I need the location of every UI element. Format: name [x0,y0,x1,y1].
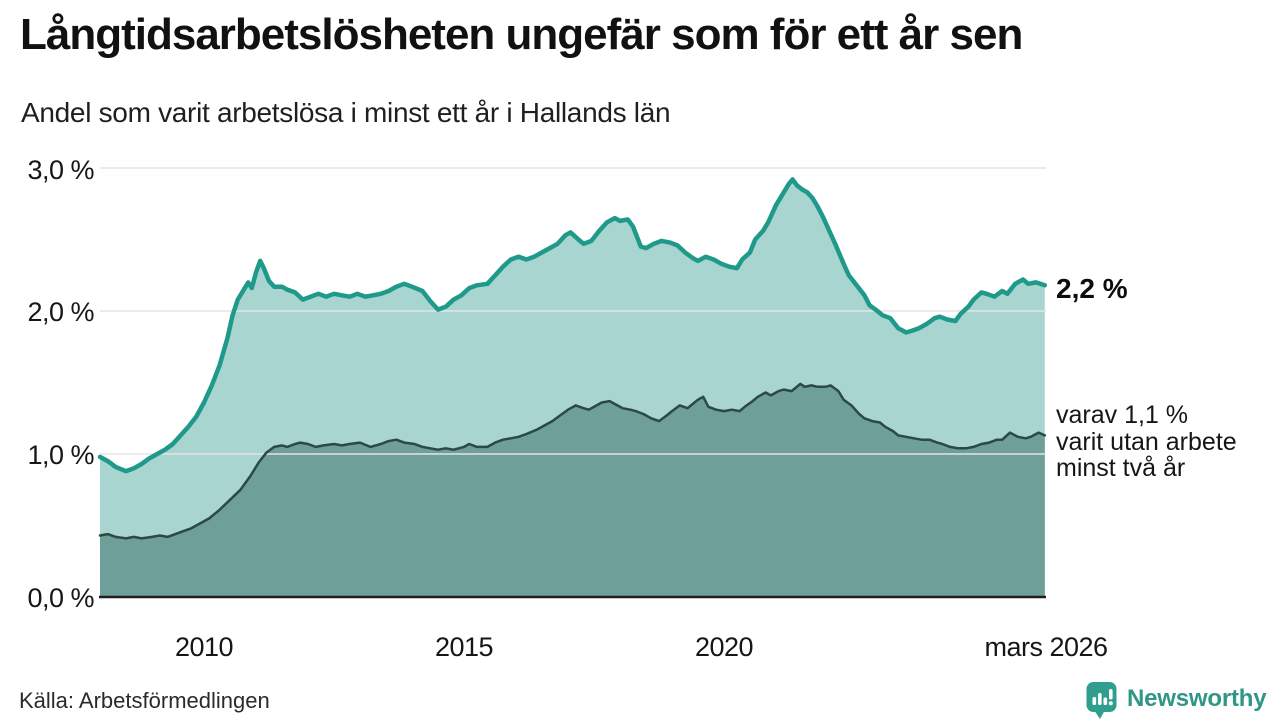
x-tick-2020: 2020 [694,632,754,662]
unemployed-two-year-line [98,382,1047,540]
unemployed-one-year-line [97,177,1048,474]
newsworthy-branding: Newsworthy [1085,681,1267,720]
y-tick-2: 2,0 % [27,297,94,327]
chart-subtitle: Andel som varit arbetslösa i minst ett å… [21,97,671,128]
inner-note-line-2: varit utan arbete [1056,427,1237,456]
unemployed-two-year-area [100,383,1045,597]
inner-note-line-1: varav 1,1 % [1056,401,1189,429]
source-credit: Källa: Arbetsförmedlingen [19,688,270,713]
gridlines [100,167,1046,455]
newsworthy-logo-icon [1086,682,1117,719]
y-tick-3: 3,0 % [27,155,94,185]
page-title: Långtidsarbetslösheten ungefär som för e… [20,10,1023,59]
y-tick-1: 1,0 % [27,440,94,470]
y-tick-0: 0,0 % [27,583,94,613]
x-tick-2010: 2010 [174,632,234,662]
x-tick-2015: 2015 [434,632,494,662]
outer-series-end-value: 2,2 % [1056,273,1128,304]
newsworthy-logo-text: Newsworthy [1127,685,1267,712]
inner-note-line-3: minst två år [1056,454,1186,482]
inner-series-end-note: varav 1,1 % varit utan arbete minst två … [1056,402,1237,482]
x-tick-mars-2026: mars 2026 [984,632,1108,662]
